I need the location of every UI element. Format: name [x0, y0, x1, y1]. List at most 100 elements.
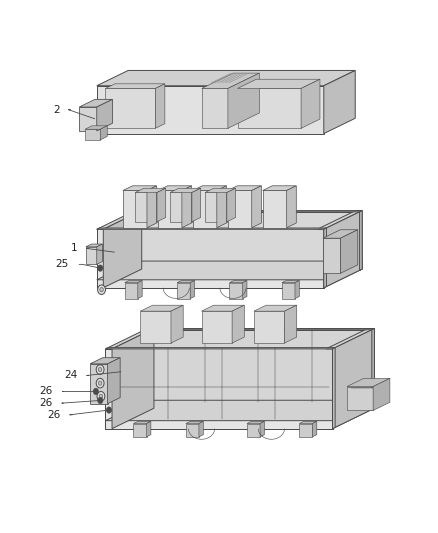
Polygon shape — [106, 349, 112, 429]
Circle shape — [100, 287, 103, 292]
Circle shape — [99, 394, 102, 399]
Polygon shape — [295, 280, 299, 298]
Polygon shape — [147, 422, 151, 437]
Polygon shape — [85, 126, 107, 129]
Polygon shape — [260, 422, 265, 437]
Polygon shape — [372, 328, 374, 409]
Polygon shape — [201, 305, 244, 311]
Polygon shape — [317, 229, 324, 288]
Circle shape — [98, 285, 106, 294]
Polygon shape — [186, 422, 203, 424]
Polygon shape — [147, 186, 156, 228]
Polygon shape — [186, 424, 199, 437]
Polygon shape — [106, 348, 335, 349]
Text: 24: 24 — [64, 370, 77, 381]
Polygon shape — [97, 228, 326, 229]
Polygon shape — [108, 358, 120, 403]
Polygon shape — [125, 280, 142, 282]
Polygon shape — [123, 190, 147, 228]
Polygon shape — [141, 311, 171, 343]
Polygon shape — [202, 88, 228, 128]
Polygon shape — [106, 421, 332, 429]
Polygon shape — [324, 70, 355, 134]
Polygon shape — [323, 230, 358, 238]
Circle shape — [99, 381, 102, 385]
Polygon shape — [170, 188, 201, 192]
Polygon shape — [237, 88, 301, 128]
Polygon shape — [263, 186, 296, 190]
Polygon shape — [301, 79, 320, 128]
Polygon shape — [243, 280, 247, 298]
Polygon shape — [106, 262, 353, 279]
Polygon shape — [133, 212, 360, 270]
Polygon shape — [287, 186, 296, 228]
Polygon shape — [97, 229, 103, 288]
Polygon shape — [177, 282, 190, 298]
Text: 26: 26 — [39, 398, 52, 408]
Polygon shape — [373, 378, 390, 410]
Polygon shape — [97, 211, 142, 229]
Polygon shape — [106, 349, 332, 429]
Polygon shape — [237, 79, 320, 88]
Polygon shape — [247, 422, 265, 424]
Circle shape — [98, 265, 103, 271]
Polygon shape — [324, 211, 362, 288]
Polygon shape — [193, 186, 226, 190]
Polygon shape — [326, 328, 374, 349]
Polygon shape — [282, 282, 295, 298]
Polygon shape — [201, 311, 232, 343]
Polygon shape — [97, 86, 324, 134]
Polygon shape — [135, 192, 157, 222]
Text: 25: 25 — [55, 260, 68, 269]
Circle shape — [99, 367, 102, 372]
Polygon shape — [134, 424, 147, 437]
Polygon shape — [360, 211, 362, 270]
Polygon shape — [85, 129, 100, 140]
Polygon shape — [254, 311, 285, 343]
Polygon shape — [158, 186, 191, 190]
Polygon shape — [106, 328, 154, 349]
Polygon shape — [317, 211, 362, 229]
Polygon shape — [145, 330, 372, 409]
Polygon shape — [97, 229, 324, 288]
Polygon shape — [347, 378, 390, 386]
Polygon shape — [170, 192, 192, 222]
Polygon shape — [254, 305, 297, 311]
Polygon shape — [90, 364, 108, 403]
Polygon shape — [97, 70, 355, 86]
Polygon shape — [199, 422, 203, 437]
Polygon shape — [312, 422, 317, 437]
Polygon shape — [323, 238, 340, 273]
Polygon shape — [106, 400, 374, 421]
Polygon shape — [285, 305, 297, 343]
Polygon shape — [228, 73, 259, 128]
Polygon shape — [182, 186, 191, 228]
Polygon shape — [145, 328, 374, 330]
Polygon shape — [326, 349, 332, 429]
Polygon shape — [252, 186, 261, 228]
Polygon shape — [282, 280, 299, 282]
Polygon shape — [193, 190, 217, 228]
Polygon shape — [106, 88, 155, 128]
Polygon shape — [228, 186, 261, 190]
Polygon shape — [158, 190, 182, 228]
Polygon shape — [115, 401, 365, 419]
Polygon shape — [79, 99, 113, 107]
Circle shape — [93, 388, 99, 394]
Text: 2: 2 — [53, 104, 60, 115]
Polygon shape — [97, 244, 102, 264]
Text: 26: 26 — [39, 386, 52, 397]
Text: 26: 26 — [48, 410, 61, 420]
Polygon shape — [340, 230, 358, 273]
Circle shape — [98, 397, 103, 403]
Polygon shape — [138, 280, 142, 298]
Polygon shape — [227, 188, 236, 222]
Polygon shape — [190, 280, 194, 298]
Polygon shape — [123, 186, 156, 190]
Polygon shape — [97, 261, 362, 280]
Polygon shape — [86, 244, 102, 247]
Polygon shape — [217, 186, 226, 228]
Polygon shape — [332, 348, 335, 429]
Polygon shape — [324, 228, 326, 288]
Polygon shape — [106, 84, 165, 88]
